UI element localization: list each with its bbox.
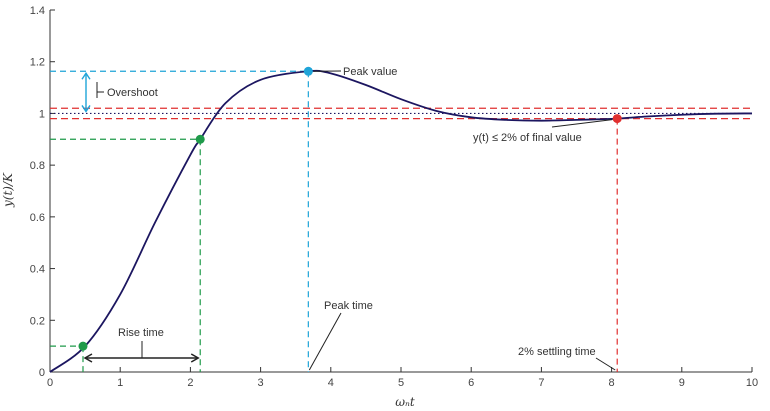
- annotation-overshoot: Overshoot: [107, 87, 158, 99]
- peak-time-leader: [308, 312, 342, 371]
- response-curve: [49, 69, 753, 373]
- x-tick-label: 8: [609, 377, 615, 389]
- settling-time-leader: [595, 357, 616, 371]
- peak-marker: [303, 66, 313, 76]
- annotation-rise-time: Rise time: [118, 327, 164, 339]
- x-tick-label: 9: [679, 377, 685, 389]
- rise-start-marker: [78, 341, 88, 351]
- x-tick-label: 2: [187, 377, 193, 389]
- settling-note-leader: [551, 119, 613, 128]
- settling-marker: [612, 114, 622, 124]
- y-tick-label: 0.2: [30, 315, 45, 327]
- x-tick-label: 0: [47, 377, 53, 389]
- y-axis-label: y(t)/K: [1, 172, 15, 208]
- annotations: Peak value Overshoot y(t) ≤ 2% of final …: [107, 66, 596, 358]
- annotation-peak-time: Peak time: [324, 300, 373, 312]
- x-tick-label: 6: [468, 377, 474, 389]
- x-tick-label: 3: [258, 377, 264, 389]
- x-tick-label: 10: [746, 377, 758, 389]
- guide-lines: [50, 70, 752, 372]
- y-tick-label: 0.6: [30, 212, 45, 224]
- rise-time-arrowhead-left: [83, 353, 93, 363]
- rise-time-arrowhead-right: [190, 353, 200, 363]
- y-tick-label: 1.4: [30, 5, 45, 17]
- annotation-settling-time: 2% settling time: [518, 346, 596, 358]
- y-tick-label: 0: [39, 367, 45, 379]
- x-tick-label: 1: [117, 377, 123, 389]
- axes: 0 1 2 3 4 5 6 7 8 9 10 0 0.2 0.4 0.6 0.8 1 1.2 1.4: [30, 5, 758, 389]
- annotation-peak-value: Peak value: [343, 66, 397, 78]
- x-tick-label: 7: [538, 377, 544, 389]
- y-tick-label: 1.2: [30, 57, 45, 69]
- annotation-settling-note: y(t) ≤ 2% of final value: [473, 132, 582, 144]
- x-axis-label: ωₙt: [395, 395, 415, 409]
- x-tick-label: 4: [328, 377, 334, 389]
- x-tick-label: 5: [398, 377, 404, 389]
- response-curve-layer: [49, 69, 753, 373]
- overshoot-arrowhead-bottom: [81, 105, 91, 113]
- y-tick-label: 1: [39, 108, 45, 120]
- overshoot-arrowhead-top: [81, 72, 91, 80]
- markers: [78, 66, 622, 371]
- y-tick-label: 0.4: [30, 264, 45, 276]
- y-tick-label: 0.8: [30, 160, 45, 172]
- rise-end-marker: [195, 134, 205, 144]
